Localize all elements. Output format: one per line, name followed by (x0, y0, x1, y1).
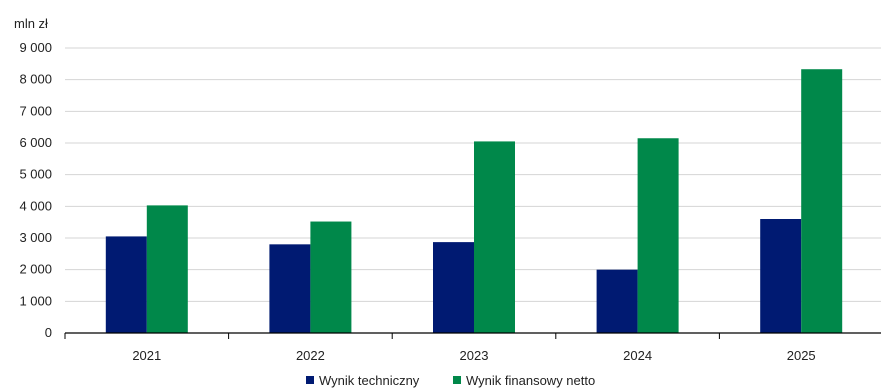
y-tick-label: 0 (45, 325, 52, 340)
y-tick-label: 9 000 (19, 40, 52, 55)
y-tick-label: 2 000 (19, 262, 52, 277)
bars (105, 69, 843, 333)
x-tick-label: 2025 (787, 348, 816, 363)
bar-wynik-finansowy-netto-2024 (637, 138, 679, 333)
legend: Wynik techniczny Wynik finansowy netto (306, 373, 595, 388)
bar-wynik-techniczny-2024 (596, 269, 638, 333)
y-tick-label: 6 000 (19, 135, 52, 150)
bar-wynik-techniczny-2021 (105, 236, 147, 333)
legend-swatch (453, 376, 461, 384)
legend-label: Wynik finansowy netto (466, 373, 595, 388)
bar-wynik-techniczny-2023 (433, 242, 474, 333)
legend-swatch (306, 376, 314, 384)
y-tick-label: 7 000 (19, 103, 52, 118)
y-tick-label: 1 000 (19, 293, 52, 308)
legend-label: Wynik techniczny (319, 373, 420, 388)
y-tick-label: 5 000 (19, 167, 52, 182)
bar-wynik-finansowy-netto-2021 (146, 205, 188, 333)
y-tick-label: 8 000 (19, 72, 52, 87)
x-tick-label: 2023 (460, 348, 489, 363)
y-tick-label: 4 000 (19, 198, 52, 213)
x-tick-label: 2022 (296, 348, 325, 363)
bar-wynik-techniczny-2025 (760, 219, 802, 333)
x-tick-label: 2021 (132, 348, 161, 363)
bar-wynik-techniczny-2022 (269, 244, 311, 333)
y-axis-tick-labels: 0 1 000 2 000 3 000 4 000 5 000 6 000 7 000 8 00… (19, 40, 52, 340)
y-tick-label: 3 000 (19, 230, 52, 245)
y-axis-unit-label: mln zł (14, 16, 48, 31)
bar-wynik-finansowy-netto-2025 (801, 69, 843, 333)
x-tick-label: 2024 (623, 348, 652, 363)
bar-wynik-finansowy-netto-2022 (310, 221, 352, 333)
bar-wynik-finansowy-netto-2023 (474, 141, 515, 333)
x-axis: 2021 2022 2023 2024 2025 (64, 332, 881, 363)
